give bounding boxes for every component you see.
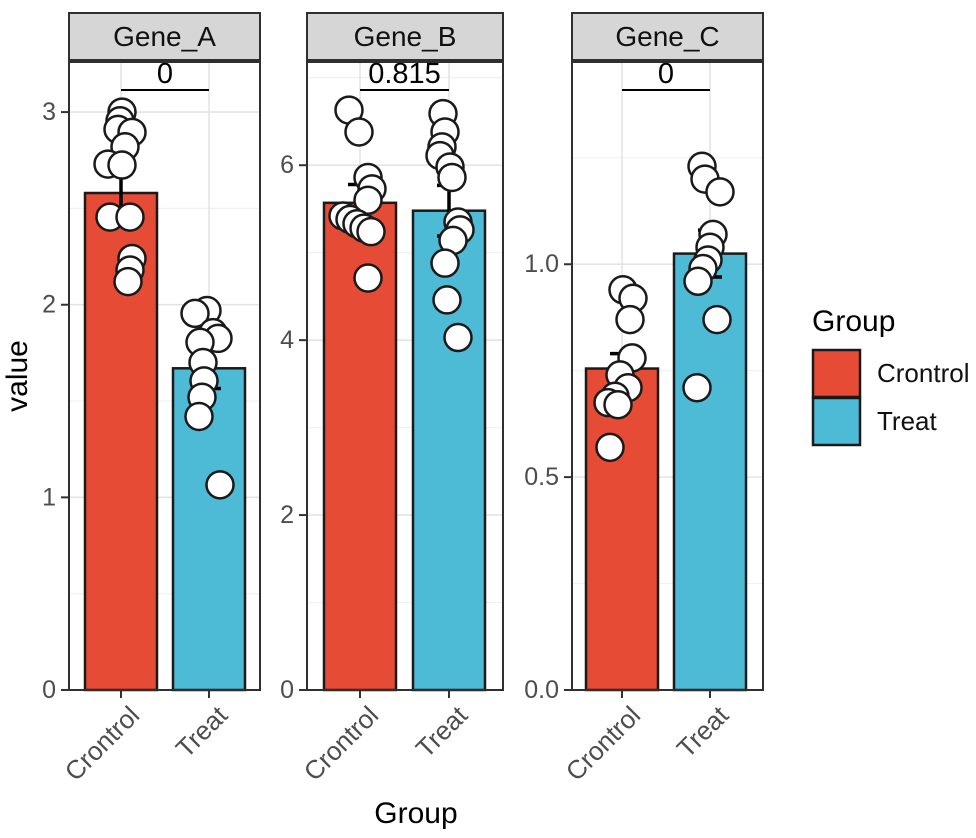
jitter-point [615, 304, 645, 335]
legend-swatch-control [811, 348, 862, 399]
jitter-point [682, 372, 712, 403]
facet-strip-label: Gene_B [354, 21, 457, 52]
x-tick-label: Crontrol [298, 700, 385, 787]
panel-border [571, 61, 764, 691]
bar-treat [411, 209, 487, 692]
x-tick-label: Treat [671, 699, 735, 763]
jitter-point [344, 117, 374, 147]
legend-label-control: Crontrol [877, 358, 969, 388]
y-tick-label: 2 [280, 501, 294, 529]
jitter-point [353, 263, 383, 293]
jitter-point [180, 298, 210, 329]
jitter-point [705, 177, 735, 207]
panel-border [68, 61, 261, 691]
jitter-point [683, 266, 713, 297]
jitter-point [443, 322, 473, 353]
jitter-point [205, 470, 235, 500]
y-axis-title: value [1, 340, 34, 412]
facet-Gene_B: 0.815 Gene_B 0 2 4 6 Crontrol Treat [280, 12, 504, 787]
legend-label-treat: Treat [877, 406, 937, 436]
y-tick-label: 1 [42, 483, 56, 511]
jitter-point [353, 185, 383, 215]
x-axis-title: Group [374, 797, 457, 830]
y-tick-label: 0.0 [524, 676, 559, 704]
panel-border [306, 61, 504, 691]
facet-Gene_A: 0 Gene_A 0 1 2 3 Crontrol Treat [42, 12, 261, 787]
legend: Group Crontrol Treat [811, 305, 969, 447]
y-tick-label: 0.5 [524, 463, 559, 491]
y-tick-label: 4 [280, 326, 294, 354]
facet-strip [571, 12, 764, 61]
y-tick-label: 1.0 [524, 250, 559, 278]
p-value-label: 0.815 [368, 58, 441, 90]
y-tick-label: 6 [280, 151, 294, 179]
legend-swatch-treat [811, 396, 862, 447]
jitter-point [184, 401, 214, 432]
jitter-point [113, 266, 143, 297]
y-tick-label: 3 [42, 98, 56, 126]
x-tick-label: Crontrol [560, 700, 647, 787]
x-tick-label: Treat [170, 699, 234, 763]
jitter-point [702, 304, 732, 335]
jitter-point [356, 216, 386, 247]
jitter-point [107, 150, 137, 180]
jitter-point [595, 432, 625, 463]
facet-strip [306, 12, 504, 61]
facet-strip [68, 12, 261, 61]
facet-Gene_C: 0 Gene_C 0.0 0.5 1.0 Crontrol Treat [524, 12, 764, 787]
facet-strip-label: Gene_C [615, 21, 719, 52]
x-tick-label: Crontrol [59, 700, 146, 787]
jitter-point [115, 202, 145, 232]
bar-crontrol [584, 367, 660, 692]
jitter-point [603, 389, 633, 420]
y-tick-label: 0 [42, 676, 56, 704]
p-value-label: 0 [658, 58, 674, 90]
p-value-label: 0 [157, 58, 173, 90]
jitter-point [437, 162, 467, 193]
y-tick-label: 2 [42, 291, 56, 319]
x-tick-label: Treat [410, 699, 474, 763]
y-tick-label: 0 [280, 676, 294, 704]
legend-title: Group [812, 305, 895, 338]
jitter-point [432, 285, 462, 315]
jitter-point [430, 248, 460, 278]
facet-strip-label: Gene_A [113, 21, 216, 52]
